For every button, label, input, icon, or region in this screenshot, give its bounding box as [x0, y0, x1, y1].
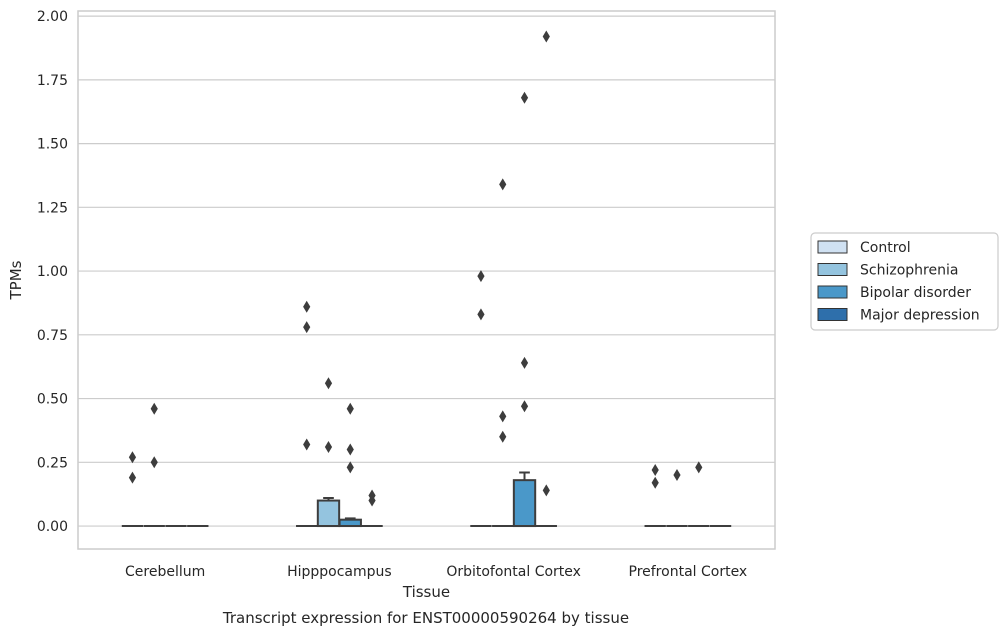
- y-axis-label: TPMs: [7, 260, 25, 300]
- outlier-point: [346, 461, 354, 474]
- plot-frame: [77, 10, 776, 550]
- legend-label: Bipolar disorder: [860, 285, 971, 301]
- y-tick-label: 1.25: [37, 200, 68, 216]
- legend-label: Control: [860, 240, 911, 256]
- chart-caption: Transcript expression for ENST0000059026…: [222, 609, 629, 627]
- legend-frame: [810, 232, 999, 331]
- y-tick-label: 1.75: [37, 73, 68, 89]
- box-bipolar-disorder: [338, 517, 362, 528]
- y-tick-labels: 0.00 0.25 0.50 0.75 1.00 1.25 1.50 1.75 2.00: [37, 9, 68, 535]
- legend-swatch: [817, 240, 848, 254]
- outlier-point: [150, 456, 158, 469]
- outlier-point: [128, 451, 137, 464]
- y-tick-label: 0.25: [37, 455, 68, 471]
- outlier-point: [477, 270, 485, 283]
- legend-label: Schizophrenia: [860, 263, 958, 279]
- outlier-points: [128, 30, 703, 507]
- outlier-point: [520, 356, 529, 369]
- outlier-point: [499, 430, 507, 443]
- x-tick-label: Cerebellum: [125, 564, 205, 580]
- outlier-point: [520, 91, 529, 104]
- outlier-point: [128, 471, 137, 484]
- y-tick-label: 1.00: [37, 264, 68, 280]
- x-tick-label: Orbitofontal Cortex: [446, 564, 581, 580]
- x-axis-label: Tissue: [402, 583, 450, 601]
- outlier-point: [651, 463, 659, 476]
- outlier-point: [303, 438, 311, 451]
- box-schizophrenia: [316, 497, 341, 528]
- outlier-point: [150, 402, 158, 415]
- y-tick-label: 2.00: [37, 9, 68, 25]
- box-body: [512, 479, 537, 528]
- y-tick-label: 0.00: [37, 519, 68, 535]
- y-tick-label: 0.50: [37, 392, 68, 408]
- legend-label: Major depression: [860, 308, 980, 324]
- legend-swatch: [817, 263, 848, 276]
- legend: Control Schizophrenia Bipolar disorder Majo…: [810, 232, 999, 331]
- outlier-point: [324, 377, 333, 390]
- box-body: [316, 499, 341, 528]
- outlier-point: [651, 476, 659, 489]
- box-bipolar-disorder: [512, 471, 537, 528]
- outlier-point: [303, 300, 311, 313]
- grid-lines: [78, 15, 775, 527]
- outlier-point: [695, 461, 703, 474]
- y-tick-label: 1.50: [37, 137, 68, 153]
- outlier-point: [346, 402, 354, 415]
- outlier-point: [542, 30, 550, 43]
- x-tick-labels: Cerebellum Hipppocampus Orbitofontal Corte…: [125, 564, 747, 580]
- outlier-point: [542, 484, 550, 497]
- y-tick-label: 0.75: [37, 328, 68, 344]
- x-tick-label: Prefrontal Cortex: [629, 564, 748, 580]
- outlier-point: [346, 443, 354, 456]
- outlier-point: [368, 494, 376, 507]
- outlier-point: [520, 400, 529, 413]
- box-plots: [121, 471, 732, 528]
- outlier-point: [499, 178, 507, 191]
- x-tick-label: Hipppocampus: [287, 564, 392, 580]
- legend-swatch: [817, 308, 848, 321]
- outlier-point: [303, 321, 311, 334]
- outlier-point: [673, 469, 681, 482]
- legend-swatch: [817, 285, 848, 299]
- outlier-point: [324, 441, 333, 454]
- outlier-point: [499, 410, 507, 423]
- outlier-point: [477, 308, 485, 321]
